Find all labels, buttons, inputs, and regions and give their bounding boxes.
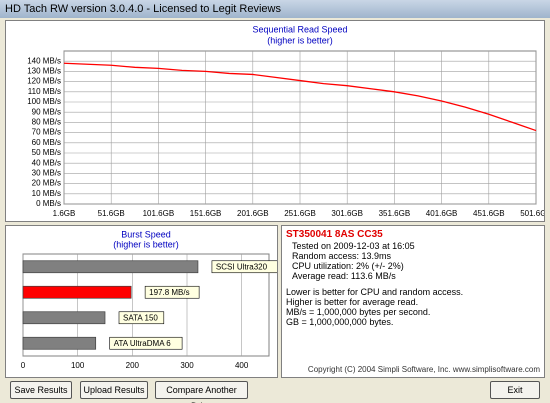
y-tick-label: 60 MB/s (32, 138, 61, 147)
details: Tested on 2009-12-03 at 16:05 Random acce… (286, 241, 540, 281)
y-tick-label: 90 MB/s (32, 107, 61, 116)
bar (22, 311, 106, 325)
x-tick-label: 300 (180, 361, 194, 370)
note-line: GB = 1,000,000,000 bytes. (286, 317, 394, 327)
value-label: 197.8 MB/s (149, 288, 189, 297)
detail-line: CPU utilization: 2% (+/- 2%) (292, 261, 404, 271)
x-tick-label: 101.6GB (143, 209, 175, 218)
y-tick-label: 0 MB/s (36, 199, 61, 208)
y-tick-label: 10 MB/s (32, 189, 61, 198)
x-tick-label: 501.6GB (520, 209, 544, 218)
detail-line: Random access: 13.9ms (292, 251, 392, 261)
x-tick-label: 200 (126, 361, 140, 370)
chart-subtitle: (higher is better) (113, 239, 179, 249)
y-tick-label: 40 MB/s (32, 158, 61, 167)
note-line: Lower is better for CPU and random acces… (286, 287, 464, 297)
bar (22, 285, 132, 299)
detail-line: Tested on 2009-12-03 at 16:05 (292, 241, 415, 251)
burst-panel: Burst Speed (higher is better) 0 100 200 300 4… (5, 225, 281, 378)
x-tick-label: 351.6GB (379, 209, 411, 218)
bar-label: ATA UltraDMA 6 (114, 339, 172, 348)
y-tick-label: 110 MB/s (28, 87, 61, 96)
y-tick-label: 20 MB/s (32, 179, 61, 188)
label-box (144, 285, 200, 299)
label-box (109, 336, 183, 350)
x-tick-label: 201.6GB (237, 209, 269, 218)
y-tick-label: 100 MB/s (27, 97, 61, 106)
y-tick-label: 70 MB/s (32, 128, 61, 137)
chart-title: Burst Speed (121, 229, 171, 239)
bar-label: SCSI Ultra320 (216, 262, 268, 271)
x-tick-label: 1.6GB (53, 209, 76, 218)
button[interactable]: Compare Another Drive (155, 381, 248, 403)
drive-name: ST350041 8AS CC35 (286, 229, 383, 240)
x-tick-label: 100 (71, 361, 85, 370)
copyright: Copyright (C) 2004 Simpli Software, Inc.… (307, 365, 540, 374)
y-tick-label: 30 MB/s (32, 169, 61, 178)
x-tick-label: 0 (21, 361, 26, 370)
y-tick-label: 80 MB/s (32, 118, 61, 127)
notes: Lower is better for CPU and random acces… (286, 287, 540, 327)
bar (22, 260, 199, 274)
bar (22, 336, 97, 350)
detail-line: Average read: 113.6 MB/s (292, 271, 396, 281)
button[interactable]: Upload Results (80, 381, 148, 399)
y-tick-label: 120 MB/s (27, 77, 61, 86)
x-tick-label: 401.6GB (426, 209, 458, 218)
title-bar: HD Tach RW version 3.0.4.0 - Licensed to… (0, 0, 550, 18)
x-tick-label: 301.6GB (331, 209, 363, 218)
button[interactable]: Save Results (10, 381, 72, 399)
x-tick-label: 51.6GB (98, 209, 125, 218)
x-tick-label: 451.6GB (473, 209, 505, 218)
chart-title: Sequential Read Speed (252, 24, 347, 34)
burst-chart: Burst Speed(higher is better) 0 100 200 300 4… (21, 229, 281, 370)
y-tick-label: 50 MB/s (32, 148, 61, 157)
x-tick-label: 151.6GB (190, 209, 222, 218)
bar-label: SATA 150 (123, 313, 158, 322)
note-line: MB/s = 1,000,000 bytes per second. (286, 307, 431, 317)
note-line: Higher is better for average read. (286, 297, 419, 307)
seq-chart: Sequential Read Speed(higher is better) 0… (27, 24, 550, 218)
seq-panel: Sequential Read Speed (higher is better) 0… (5, 20, 550, 222)
y-tick-label: 140 MB/s (27, 56, 61, 65)
chart-subtitle: (higher is better) (267, 35, 333, 45)
button[interactable]: Exit (490, 381, 540, 399)
info-panel: ST350041 8AS CC35 Tested on 2009-12-03 a… (281, 225, 545, 378)
x-tick-label: 400 (235, 361, 249, 370)
x-tick-label: 251.6GB (284, 209, 316, 218)
data-line (63, 62, 537, 132)
y-tick-label: 130 MB/s (27, 67, 61, 76)
label-box (118, 311, 165, 325)
